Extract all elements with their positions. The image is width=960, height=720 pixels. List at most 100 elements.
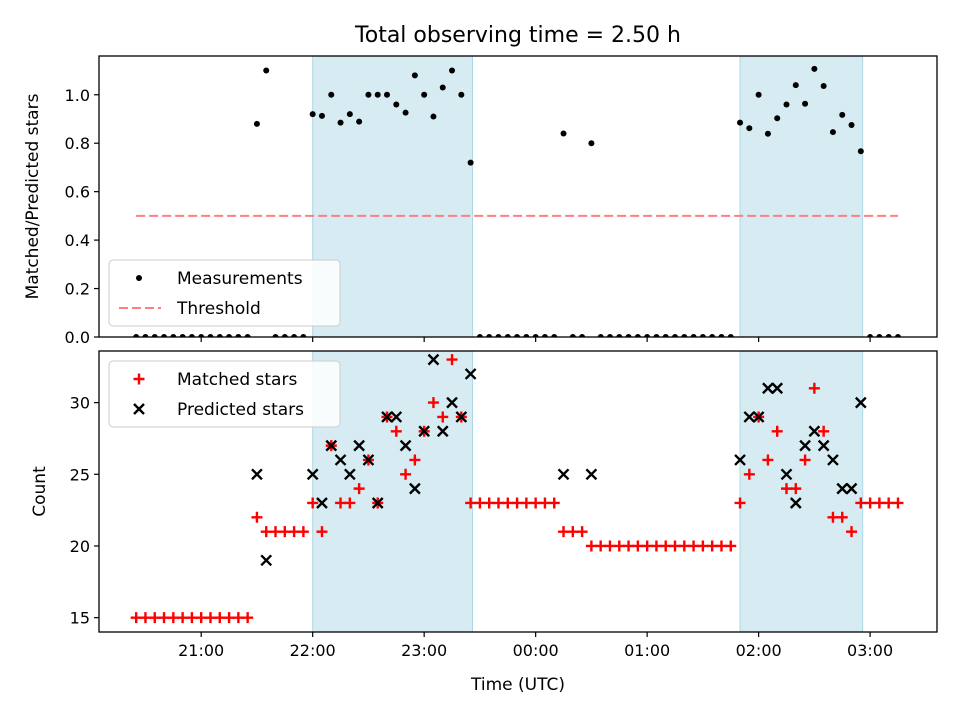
matched-stars-point <box>130 612 142 624</box>
matched-stars-point <box>846 526 858 538</box>
measurements-point <box>690 334 697 337</box>
matched-stars-point <box>725 540 737 552</box>
matched-stars-point <box>251 511 263 523</box>
measurements-point <box>867 334 874 337</box>
bottom-panel-star-counts: 15 20 25 30 21:00 22:00 23:00 00:00 01:00 02:00 03… <box>30 350 938 660</box>
matched-stars-point <box>864 497 876 509</box>
measurements-point <box>281 334 288 337</box>
matched-stars-point <box>855 497 867 509</box>
matched-stars-point <box>260 526 272 538</box>
matched-stars-point <box>139 612 151 624</box>
matched-stars-point <box>585 540 597 552</box>
measurements-point <box>142 334 149 337</box>
measurements-point <box>179 334 186 337</box>
matched-stars-point <box>335 497 347 509</box>
measurements-point <box>253 120 260 127</box>
matched-stars-point <box>604 540 616 552</box>
figure-title: Total observing time = 2.50 h <box>354 23 681 48</box>
measurements-point <box>616 334 623 337</box>
matched-stars-point <box>167 612 179 624</box>
matched-stars-point <box>576 526 588 538</box>
measurements-point <box>151 334 158 337</box>
matched-stars-point <box>232 612 244 624</box>
matched-stars-point <box>595 540 607 552</box>
measurements-point <box>198 334 205 337</box>
legend-label: Measurements <box>177 269 303 289</box>
x-tick-label: 21:00 <box>178 641 224 660</box>
x-tick-label: 00:00 <box>513 641 559 660</box>
measurements-point <box>328 91 335 98</box>
measurements-point <box>318 112 325 119</box>
predicted-stars-point <box>353 439 365 452</box>
measurements-point <box>430 113 437 120</box>
measurements-point <box>374 91 381 98</box>
measurements-point <box>365 91 372 98</box>
top-panel-matched-predicted-ratio: 0.0 0.2 0.4 0.6 0.8 1.0 Matched/Predicted star… <box>23 55 938 347</box>
predicted-stars-point <box>789 497 802 509</box>
predicted-stars-point <box>399 439 412 452</box>
predicted-stars-point <box>418 425 431 438</box>
predicted-stars-point <box>455 411 468 423</box>
measurements-point <box>495 334 502 337</box>
matched-stars-point <box>297 526 309 538</box>
matched-stars-point <box>214 612 226 624</box>
predicted-stars-point <box>854 396 867 409</box>
measurements-point <box>458 91 465 98</box>
matched-stars-point <box>613 540 625 552</box>
matched-stars-point <box>548 497 560 509</box>
measurements-point <box>625 334 632 337</box>
measurements-point <box>439 84 446 91</box>
matched-stars-point <box>827 511 839 523</box>
predicted-stars-point <box>817 439 830 452</box>
measurements-point <box>755 91 762 98</box>
predicted-stars-point <box>306 468 319 481</box>
measurements-point <box>551 334 558 337</box>
measurements-point <box>857 148 864 155</box>
predicted-stars-point <box>409 482 421 495</box>
measurements-point <box>170 334 177 337</box>
measurements-point <box>569 334 576 337</box>
matched-stars-point <box>195 612 207 624</box>
legend-box <box>108 259 341 327</box>
measurements-point <box>309 111 316 118</box>
axes-frame <box>98 55 938 338</box>
matched-stars-point <box>186 612 198 624</box>
measurements-point <box>885 334 892 337</box>
matched-stars-point <box>530 497 542 509</box>
matched-stars-point <box>678 540 690 552</box>
matched-stars-point <box>623 540 635 552</box>
matched-stars-point <box>511 497 523 509</box>
matched-stars-point <box>446 354 458 366</box>
matched-stars-point <box>316 526 328 538</box>
measurements-point <box>588 140 595 147</box>
predicted-stars-point <box>381 411 393 423</box>
matched-stars-point <box>465 497 477 509</box>
matched-stars-point <box>641 540 653 552</box>
measurements-point <box>737 119 744 126</box>
measurements-point <box>829 129 836 136</box>
matched-stars-point <box>520 497 532 509</box>
measurements-point <box>411 72 418 79</box>
matched-stars-point <box>818 425 830 437</box>
matched-stars-point <box>483 497 495 509</box>
predicted-stars-point <box>464 368 477 380</box>
matched-stars-point <box>242 612 254 624</box>
y-tick-label: 20 <box>70 537 90 556</box>
measurements-point <box>774 115 781 122</box>
predicted-stars-point <box>362 454 375 466</box>
predicted-stars-point <box>427 353 440 366</box>
predicted-stars-point <box>251 468 263 481</box>
measurements-point <box>272 334 279 337</box>
matched-stars-point <box>790 483 802 495</box>
axes-frame <box>98 350 938 633</box>
predicted-stars-point <box>762 382 774 395</box>
predicted-stars-point <box>836 482 849 495</box>
y-tick-label: 0.4 <box>65 231 90 250</box>
matched-stars-point <box>353 483 365 495</box>
matched-stars-point <box>743 468 755 480</box>
measurements-point <box>133 334 140 337</box>
predicted-stars-point <box>557 468 570 481</box>
measurements-point <box>514 334 521 337</box>
predicted-stars-point <box>799 439 811 452</box>
predicted-stars-point <box>436 425 449 438</box>
